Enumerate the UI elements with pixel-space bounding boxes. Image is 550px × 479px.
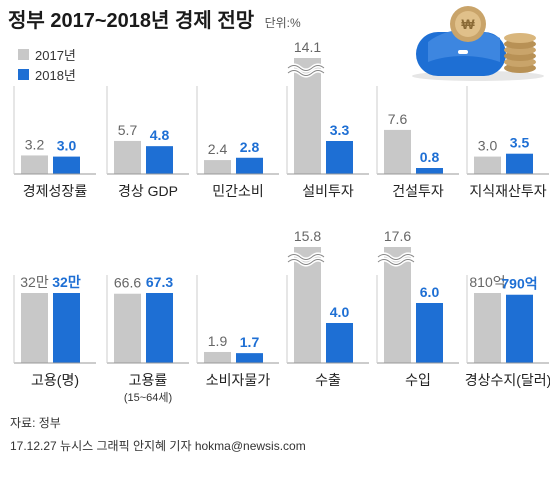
bar-건설투자-2017: [384, 129, 411, 174]
value-label-소비자물가-2018: 1.7: [240, 334, 260, 350]
unit-label: 단위:%: [264, 16, 301, 30]
value-label-건설투자-2017: 7.6: [388, 111, 408, 127]
category-label-지식재산투자: 지식재산투자: [469, 183, 546, 199]
axis-break-line-0: [287, 254, 325, 260]
legend-item-2018: 2018년: [18, 64, 76, 84]
value-label-수출-2017: 15.8: [294, 228, 321, 244]
value-label-건설투자-2018: 0.8: [420, 149, 440, 165]
bar-경상 GDP-2018: [146, 146, 173, 174]
category-label-민간소비: 민간소비: [212, 183, 264, 199]
axis-break-line-0: [377, 254, 415, 260]
bar-지식재산투자-2018: [506, 153, 533, 174]
bar-고용(명)-2017: [21, 293, 48, 363]
bar-민간소비-2018: [236, 157, 263, 174]
bar-고용률-2018: [146, 293, 173, 363]
bar-고용(명)-2018: [53, 293, 80, 363]
value-label-수입-2017: 17.6: [384, 228, 411, 244]
chart-title-block: 정부 2017~2018년 경제 전망 단위:%: [8, 4, 301, 34]
category-label-경상 GDP: 경상 GDP: [118, 183, 178, 199]
value-label-지식재산투자-2017: 3.0: [478, 138, 498, 154]
bar-경상수지(달러)-2017: [474, 293, 501, 363]
category-label-경제성장률: 경제성장률: [23, 183, 88, 199]
category-sublabel-고용률: (15~64세): [124, 391, 172, 404]
wallet-coins-icon: ₩: [412, 6, 544, 81]
chart-title: 정부 2017~2018년 경제 전망: [8, 10, 255, 32]
value-label-고용률-2017: 66.6: [114, 275, 141, 291]
legend-swatch-2018: [18, 68, 29, 80]
value-label-경상 GDP-2017: 5.7: [118, 122, 138, 138]
bar-경상 GDP-2017: [114, 140, 141, 174]
category-label-고용(명): 고용(명): [31, 372, 79, 388]
legend-item-2017: 2017년: [18, 44, 76, 64]
value-label-수출-2018: 4.0: [330, 304, 350, 320]
value-label-수입-2018: 6.0: [420, 284, 440, 300]
bar-지식재산투자-2017: [474, 156, 501, 174]
bar-소비자물가-2017: [204, 351, 231, 363]
value-label-고용(명)-2017: 32만: [20, 274, 49, 290]
svg-text:₩: ₩: [461, 16, 475, 32]
value-label-경제성장률-2017: 3.2: [25, 136, 45, 152]
axis-break-line-0: [287, 65, 325, 71]
category-label-설비투자: 설비투자: [302, 183, 354, 199]
legend-label-2017: 2017년: [35, 47, 76, 63]
value-label-경상 GDP-2018: 4.8: [150, 127, 170, 143]
bar-민간소비-2017: [204, 160, 231, 174]
bar-경제성장률-2018: [53, 156, 80, 174]
value-label-경제성장률-2018: 3.0: [57, 138, 77, 154]
bar-경상수지(달러)-2018: [506, 294, 533, 363]
value-label-경상수지(달러)-2017: 810억: [469, 274, 505, 290]
bar-건설투자-2018: [416, 168, 443, 174]
axis-break-line-1: [287, 70, 325, 76]
value-label-설비투자-2018: 3.3: [330, 122, 350, 138]
legend-label-2018: 2018년: [35, 67, 76, 83]
value-label-지식재산투자-2018: 3.5: [510, 135, 530, 151]
category-label-소비자물가: 소비자물가: [206, 372, 271, 388]
value-label-민간소비-2018: 2.8: [240, 139, 260, 155]
bar-고용률-2017: [114, 293, 141, 363]
legend: 2017년 2018년: [18, 44, 76, 84]
value-label-고용(명)-2018: 32만: [52, 274, 81, 290]
value-label-설비투자-2017: 14.1: [294, 39, 321, 55]
category-label-수출: 수출: [315, 372, 341, 388]
value-label-경상수지(달러)-2018: 790억: [501, 276, 537, 292]
category-label-수입: 수입: [405, 372, 431, 388]
legend-swatch-2017: [18, 48, 29, 60]
value-label-고용률-2018: 67.3: [146, 274, 173, 290]
axis-break-line-1: [377, 259, 415, 265]
bar-수입-2018: [416, 303, 443, 363]
category-label-고용률: 고용률: [129, 372, 168, 388]
category-label-경상수지(달러): 경상수지(달러): [465, 372, 550, 388]
value-label-소비자물가-2017: 1.9: [208, 333, 228, 349]
bar-수출-2018: [326, 323, 353, 363]
bar-설비투자-2018: [326, 141, 353, 174]
bar-경제성장률-2017: [21, 155, 48, 174]
credit-note: 17.12.27 뉴시스 그래픽 안지혜 기자 hokma@newsis.com: [10, 439, 306, 453]
axis-break-line-1: [287, 259, 325, 265]
bar-소비자물가-2018: [236, 353, 263, 363]
value-label-민간소비-2017: 2.4: [208, 141, 228, 157]
source-note: 자료: 정부: [10, 416, 61, 430]
category-label-건설투자: 건설투자: [392, 183, 444, 199]
